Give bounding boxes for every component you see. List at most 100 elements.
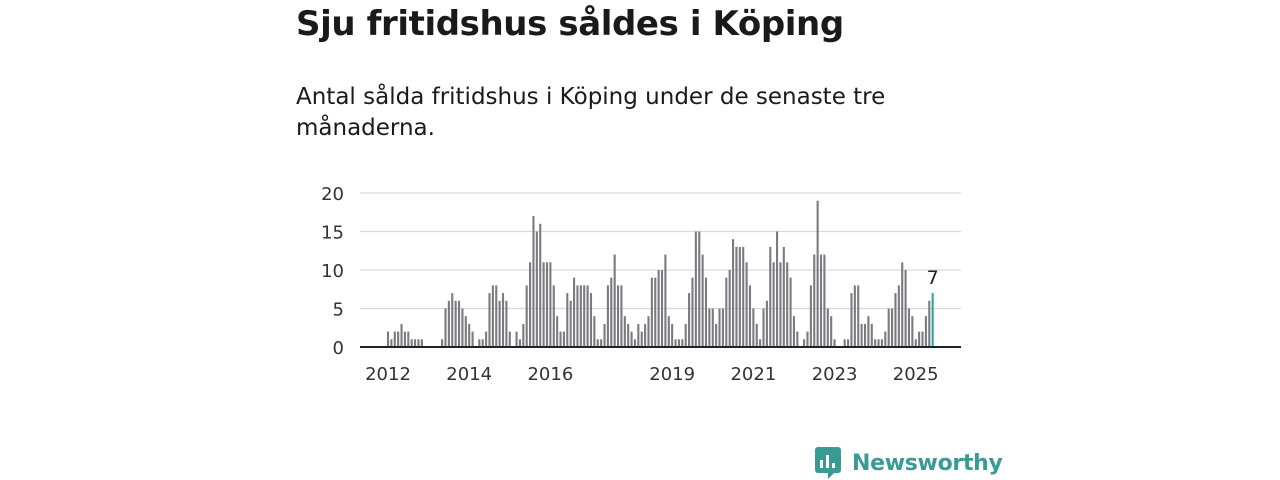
newsworthy-logo: Newsworthy [814,446,1003,480]
bar-82 [664,254,667,347]
bar-1 [390,339,393,347]
bar-52 [562,331,565,347]
bar-41 [525,285,528,347]
bar-99 [721,308,724,347]
x-tick-label-2021: 2021 [730,364,776,385]
bar-149 [891,308,894,347]
bar-16 [441,339,444,347]
bar-157 [918,331,921,347]
bar-123 [803,339,806,347]
bar-111 [762,308,765,347]
bar-110 [759,339,762,347]
bar-51 [559,331,562,347]
bar-89 [688,293,691,347]
y-tick-label-15: 15 [321,223,344,244]
bar-125 [809,285,812,347]
bar-143 [870,323,873,347]
bar-130 [826,308,829,347]
x-tick-label-2025: 2025 [893,364,939,385]
bar-129 [823,254,826,347]
bar-132 [833,339,836,347]
y-tick-label-0: 0 [333,338,344,359]
bar-0 [386,331,390,347]
bar-105 [742,246,745,347]
bar-95 [708,308,711,347]
bar-94 [704,277,708,347]
bar-161 [931,293,934,347]
bar-93 [701,254,704,347]
bar-68 [616,285,620,347]
bar-88 [684,323,687,347]
bar-53 [566,293,569,347]
bar-27 [478,339,481,347]
bar-87 [681,339,684,347]
bar-140 [860,323,863,347]
bar-46 [542,262,545,347]
bar-28 [481,339,484,347]
bar-63 [600,339,603,347]
bar-6 [407,331,410,347]
x-tick-label-2023: 2023 [812,364,858,385]
bar-139 [857,285,860,347]
bar-118 [786,262,789,347]
bar-121 [796,331,799,347]
bar-135 [843,339,846,347]
bar-72 [630,331,633,347]
bar-43 [532,216,535,347]
chart-title: Sju fritidshus såldes i Köping [296,4,844,44]
bar-100 [725,277,728,347]
x-tick-label-2014: 2014 [446,364,492,385]
bar-80 [657,270,660,347]
bar-148 [887,308,890,347]
bar-146 [880,339,883,347]
bar-112 [765,300,768,347]
bar-31 [491,285,494,347]
bar-98 [718,308,721,347]
bar-32 [495,285,498,347]
bar-96 [711,308,714,347]
newsworthy-logo-icon [815,447,841,479]
bar-45 [539,223,542,347]
bar-7 [410,339,413,347]
bar-84 [671,323,674,347]
bar-2 [393,331,396,347]
bar-104 [738,246,741,347]
bar-113 [769,246,772,347]
bar-60 [589,293,593,347]
highlight-value-label: 7 [927,267,939,289]
bar-75 [640,331,643,347]
bar-19 [451,293,454,347]
bar-120 [792,316,796,347]
bar-22 [461,308,464,347]
bar-119 [789,277,792,347]
bar-62 [596,339,599,347]
bar-65 [606,285,609,347]
bar-56 [576,285,579,347]
bar-24 [468,323,471,347]
bar-90 [691,277,694,347]
bar-136 [847,339,850,347]
bar-124 [806,331,809,347]
bar-144 [874,339,877,347]
bar-141 [863,323,867,347]
bar-77 [647,316,650,347]
bar-127 [816,200,819,347]
x-tick-label-2016: 2016 [527,364,573,385]
bar-55 [573,277,576,347]
newsworthy-logo-text: Newsworthy [852,450,1003,476]
bar-70 [623,316,626,347]
bar-54 [569,300,572,347]
bar-49 [552,285,555,347]
bar-92 [698,231,701,347]
bar-9 [417,339,420,347]
bar-156 [914,339,917,347]
bar-154 [907,308,911,347]
bar-78 [650,277,653,347]
bar-138 [853,285,856,347]
bar-128 [819,254,823,347]
bar-153 [904,270,907,347]
bar-69 [620,285,623,347]
x-tick-label-2012: 2012 [365,364,411,385]
bar-76 [644,323,647,347]
bar-155 [911,316,914,347]
